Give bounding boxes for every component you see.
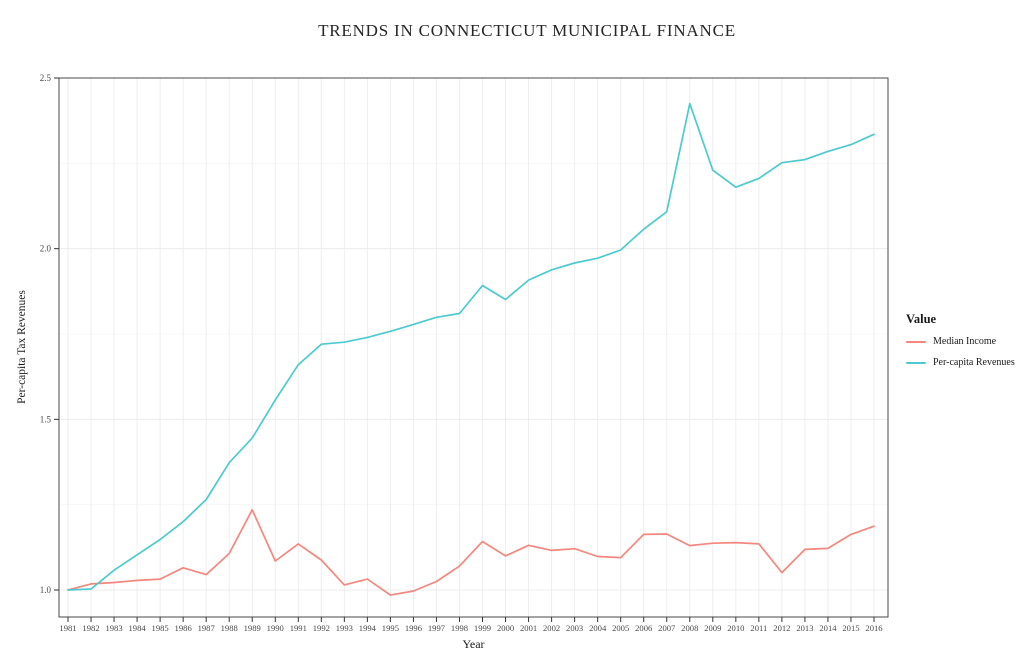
chart-title: TRENDS IN CONNECTICUT MUNICIPAL FINANCE (318, 21, 736, 40)
x-tick-label: 2015 (842, 623, 859, 633)
median-income-key-line (906, 340, 926, 343)
x-tick-label: 1984 (128, 623, 146, 633)
x-tick-label: 2004 (589, 623, 607, 633)
y-tick-label: 1.5 (40, 414, 52, 424)
x-tick-label: 1989 (244, 623, 261, 633)
x-tick-label: 2003 (566, 623, 583, 633)
x-tick-label: 2014 (819, 623, 837, 633)
x-tick-label: 1999 (474, 623, 491, 633)
x-tick-label: 2010 (727, 623, 744, 633)
x-tick-label: 2012 (773, 623, 790, 633)
y-tick-label: 2.0 (40, 244, 52, 254)
x-tick-label: 2009 (704, 623, 721, 633)
x-tick-label: 2002 (543, 623, 560, 633)
x-tick-label: 1987 (198, 623, 216, 633)
y-tick-label: 1.0 (40, 585, 52, 595)
x-tick-label: 2001 (520, 623, 537, 633)
legend-title: Value (906, 312, 937, 326)
x-tick-label: 1982 (82, 623, 99, 633)
x-tick-label: 1991 (290, 623, 307, 633)
legend-label-median-income: Median Income (933, 336, 997, 347)
x-tick-label: 2006 (635, 623, 653, 633)
x-tick-label: 1993 (336, 623, 353, 633)
x-tick-label: 2016 (865, 623, 883, 633)
x-tick-label: 1994 (359, 623, 377, 633)
x-tick-label: 1997 (428, 623, 446, 633)
x-tick-label: 2013 (796, 623, 813, 633)
x-tick-label: 1981 (59, 623, 76, 633)
x-tick-label: 1983 (105, 623, 122, 633)
x-tick-label: 1995 (382, 623, 399, 633)
y-tick-label: 2.5 (40, 73, 52, 83)
x-tick-label: 1992 (313, 623, 330, 633)
legend: Value Median Income Per-capita Revenues (906, 312, 1022, 378)
x-tick-label: 1986 (175, 623, 193, 633)
x-tick-label: 2005 (612, 623, 629, 633)
legend-item-median-income: Median Income (906, 336, 1022, 347)
x-tick-label: 1985 (152, 623, 169, 633)
x-tick-label: 2008 (681, 623, 698, 633)
x-tick-label: 1996 (405, 623, 423, 633)
x-tick-label: 1998 (451, 623, 468, 633)
per-capita-revenues-key-line (906, 361, 926, 364)
x-tick-label: 1988 (221, 623, 238, 633)
series-line-per-capita-revenues (67, 102, 875, 591)
x-axis-title: Year (462, 637, 485, 651)
panel-border (58, 77, 889, 618)
legend-item-per-capita-revenues: Per-capita Revenues (906, 357, 1022, 368)
x-tick-label: 2007 (658, 623, 676, 633)
series-line-median-income (67, 508, 875, 596)
x-tick-label: 2000 (497, 623, 514, 633)
legend-label-per-capita-revenues: Per-capita Revenues (933, 357, 1015, 368)
x-tick-label: 2011 (750, 623, 767, 633)
x-tick-label: 1990 (267, 623, 284, 633)
